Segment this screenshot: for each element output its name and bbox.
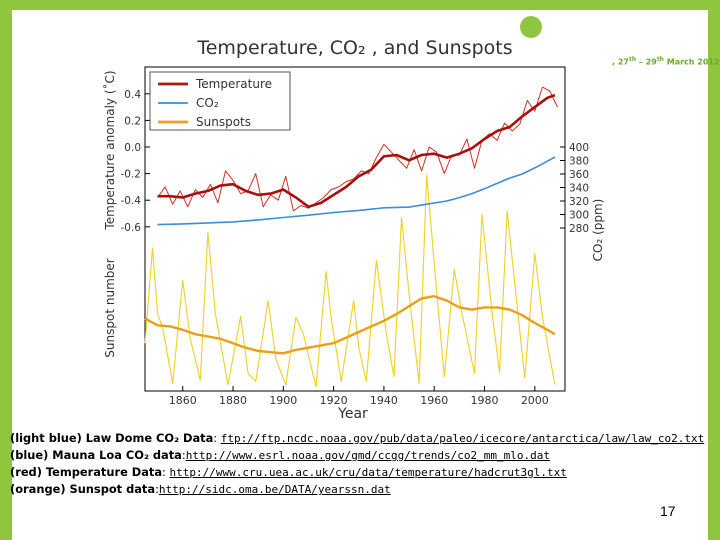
- co2-tick-label: 380: [569, 156, 589, 168]
- conference-date-tag: , 27th – 29th March 2012: [612, 56, 720, 67]
- date-tag-suffix: March 2012: [663, 57, 720, 67]
- chart-container: Temperature, CO₂ , and Sunspots 1860 1880 1…: [100, 30, 610, 425]
- x-tick-label: 1900: [269, 394, 297, 407]
- co2-tick-label: 320: [569, 196, 589, 208]
- co2-tick-label: 400: [569, 142, 589, 154]
- data-sources-list: (light blue) Law Dome CO₂ Data: ftp://ft…: [10, 430, 710, 498]
- temperature-tick-label: -0.2: [121, 169, 142, 181]
- date-tag-prefix: , 27: [612, 57, 629, 67]
- sunspots-smoothed-line: [144, 295, 556, 355]
- chart-title: Temperature, CO₂ , and Sunspots: [196, 37, 512, 59]
- legend-label: Sunspots: [196, 115, 251, 129]
- co2-tick-label: 340: [569, 183, 589, 195]
- source-label: (orange) Sunspot data: [10, 482, 156, 496]
- sunspot-axis-label: Sunspot number: [103, 258, 117, 357]
- source-line: (blue) Mauna Loa CO₂ data:http://www.esr…: [10, 447, 710, 464]
- x-tick-label: 2000: [521, 394, 549, 407]
- x-tick-label: 1860: [169, 394, 197, 407]
- legend-box: [149, 71, 291, 131]
- temperature-tick-label: 0.0: [124, 142, 141, 154]
- co2-axis-label: CO₂ (ppm): [591, 199, 605, 262]
- temperature-smoothed-line: [157, 93, 556, 209]
- source-label: (blue) Mauna Loa CO₂ data: [10, 448, 182, 462]
- source-link[interactable]: http://www.esrl.noaa.gov/gmd/ccgg/trends…: [185, 449, 550, 462]
- frame-top-bar: [0, 0, 720, 10]
- co2-line: [157, 156, 556, 226]
- source-line: (light blue) Law Dome CO₂ Data: ftp://ft…: [10, 430, 710, 447]
- date-tag-sup-1: th: [628, 56, 637, 63]
- source-separator: :: [162, 465, 170, 479]
- sunspots-annual-line: [144, 174, 556, 388]
- temperature-tick-label: 0.2: [124, 115, 141, 127]
- co2-tick-label: 300: [569, 210, 589, 222]
- temperature-tick-label: -0.6: [121, 222, 142, 234]
- source-separator: :: [181, 448, 186, 462]
- legend-label: CO₂: [196, 96, 219, 110]
- temperature-tick-label: 0.4: [124, 89, 141, 101]
- x-tick-label: 1960: [420, 394, 448, 407]
- source-label: (red) Temperature Data: [10, 465, 163, 479]
- x-tick-label: 1920: [320, 394, 348, 407]
- co2-tick-label: 280: [569, 223, 589, 235]
- date-tag-sup-2: th: [656, 56, 664, 63]
- x-tick-label: 1880: [219, 394, 247, 407]
- source-link[interactable]: http://sidc.oma.be/DATA/yearssn.dat: [158, 483, 391, 496]
- source-label: (light blue) Law Dome CO₂ Data: [10, 431, 214, 445]
- source-line: (orange) Sunspot data:http://sidc.oma.be…: [10, 481, 710, 498]
- source-line: (red) Temperature Data: http://www.cru.u…: [10, 464, 710, 481]
- source-link[interactable]: http://www.cru.uea.ac.uk/cru/data/temper…: [169, 466, 567, 479]
- date-tag-mid: – 29: [636, 57, 657, 67]
- page-number: 17: [660, 503, 676, 519]
- x-tick-label: 1980: [471, 394, 499, 407]
- legend-label: Temperature: [195, 77, 272, 91]
- temperature-tick-label: -0.4: [121, 195, 142, 207]
- frame-right-bar: [708, 0, 720, 540]
- temperature-co2-sunspots-chart: Temperature, CO₂ , and Sunspots 1860 1880 1…: [102, 37, 605, 422]
- source-separator: :: [155, 482, 159, 496]
- temperature-axis-label: Temperature anomaly (˚C): [102, 70, 117, 230]
- source-link[interactable]: ftp://ftp.ncdc.noaa.gov/pub/data/paleo/i…: [220, 432, 705, 445]
- co2-tick-label: 360: [569, 169, 589, 181]
- x-axis-label: Year: [337, 406, 368, 422]
- x-tick-label: 1940: [370, 394, 398, 407]
- frame-left-bar: [0, 0, 12, 540]
- decorative-dot: [520, 16, 542, 38]
- source-separator: :: [213, 431, 221, 445]
